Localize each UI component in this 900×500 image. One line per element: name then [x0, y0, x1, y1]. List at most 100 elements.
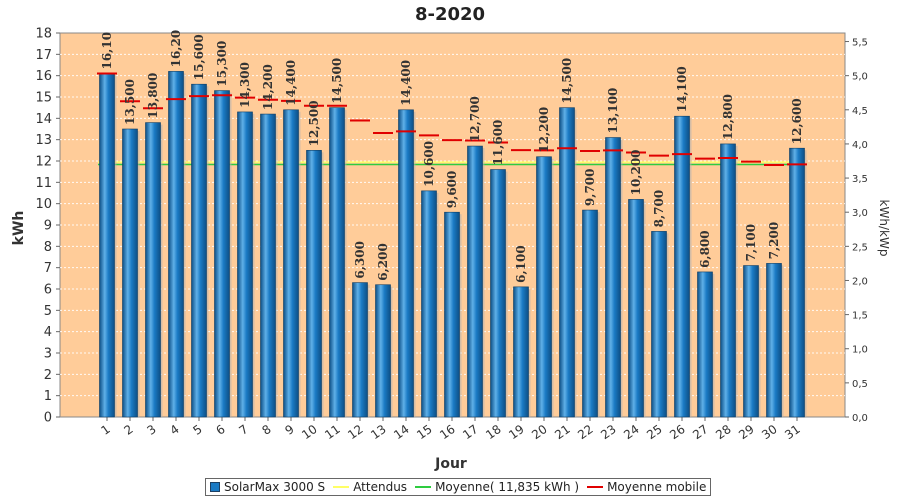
x-tick-label: 23 — [598, 422, 619, 442]
x-tick-label: 29 — [736, 422, 757, 442]
x-tick-label: 1 — [98, 422, 112, 438]
y-tick-label: 0 — [44, 411, 52, 426]
x-tick-label: 6 — [213, 422, 227, 438]
bar — [743, 265, 759, 418]
bar-data-label: 6,800 — [698, 230, 712, 268]
y-axis-label: kWh — [11, 211, 27, 246]
y-tick-label: 18 — [35, 27, 52, 42]
y-right-tick-label: 1,0 — [852, 345, 868, 356]
y-tick-label: 2 — [44, 368, 52, 383]
bar — [306, 150, 322, 418]
y-right-tick-label: 4,5 — [852, 106, 868, 117]
legend-item-attendus: Attendus — [333, 480, 407, 494]
bar — [766, 263, 782, 418]
bar — [145, 122, 161, 418]
bar — [628, 199, 644, 418]
bar — [651, 231, 667, 418]
x-tick-label: 30 — [759, 422, 780, 442]
x-tick-label: 18 — [483, 422, 504, 442]
legend-swatch-moyenne — [415, 486, 432, 488]
bar-data-label: 12,800 — [721, 94, 735, 140]
x-tick-label: 9 — [282, 422, 296, 438]
x-tick-label: 21 — [552, 422, 573, 442]
legend-label-attendus: Attendus — [353, 480, 408, 494]
bar — [490, 169, 506, 418]
bar-data-label: 12,600 — [790, 98, 804, 144]
x-tick-label: 20 — [529, 422, 550, 442]
bar — [329, 107, 345, 418]
legend-label-moyenne-mobile: Moyenne mobile — [607, 480, 707, 494]
y-right-tick-label: 2,5 — [852, 242, 868, 253]
y-tick-label: 1 — [44, 389, 52, 404]
y-axis-right-label: kWh/kWp — [877, 200, 891, 257]
x-tick-label: 3 — [144, 422, 158, 438]
legend-swatch-moyenne-mobile — [587, 486, 604, 488]
bar — [191, 83, 207, 418]
bar-data-label: 12,700 — [468, 96, 482, 142]
y-right-tick-label: 1,5 — [852, 311, 868, 322]
bar — [674, 115, 690, 418]
bar — [352, 282, 368, 418]
x-tick-label: 25 — [644, 422, 665, 442]
x-tick-label: 24 — [621, 422, 642, 442]
x-axis-label: Jour — [434, 456, 467, 472]
y-tick-label: 7 — [44, 261, 52, 276]
x-tick-label: 2 — [121, 422, 135, 438]
chart-legend: SolarMax 3000 S Attendus Moyenne( 11,835… — [205, 478, 712, 496]
legend-label-moyenne: Moyenne( 11,835 kWh ) — [435, 480, 580, 494]
y-right-tick-label: 5,5 — [852, 38, 868, 49]
bar — [536, 156, 552, 418]
x-tick-label: 22 — [575, 422, 596, 442]
y-tick-label: 8 — [44, 240, 52, 255]
y-tick-label: 5 — [44, 304, 52, 319]
bar-data-label: 9,700 — [583, 168, 597, 206]
bar — [421, 190, 437, 418]
y-tick-label: 11 — [35, 176, 52, 191]
x-tick-label: 28 — [713, 422, 734, 442]
x-tick-label: 16 — [437, 422, 458, 442]
bar-data-label: 14,300 — [238, 62, 252, 108]
x-tick-label: 10 — [299, 422, 320, 442]
bar — [237, 111, 253, 418]
y-tick-label: 4 — [44, 325, 52, 340]
x-tick-label: 15 — [414, 422, 435, 442]
bar — [467, 145, 483, 418]
bar — [720, 143, 736, 418]
y-right-tick-label: 0,5 — [852, 379, 868, 390]
legend-label-solarmax: SolarMax 3000 S — [224, 480, 326, 494]
bar — [398, 109, 414, 418]
chart-title: 8-2020 — [415, 4, 485, 25]
y-tick-label: 3 — [44, 347, 52, 362]
bar — [582, 209, 598, 418]
x-tick-label: 8 — [259, 422, 273, 438]
bar-data-label: 13,100 — [606, 88, 620, 134]
bar-data-label: 7,100 — [744, 224, 758, 262]
bar-data-label: 16,20 — [169, 30, 183, 68]
bar-data-label: 7,200 — [767, 222, 781, 260]
bar-data-label: 14,500 — [330, 58, 344, 104]
bar-data-label: 14,500 — [560, 58, 574, 104]
bar — [513, 286, 529, 418]
y-tick-label: 16 — [35, 69, 52, 84]
y-tick-label: 12 — [35, 155, 52, 170]
bar — [99, 73, 115, 418]
bar-data-label: 16,10 — [100, 32, 114, 70]
bar-data-label: 6,300 — [353, 241, 367, 279]
legend-swatch-attendus — [333, 486, 350, 488]
bar — [168, 71, 184, 418]
y-right-tick-label: 0,0 — [852, 413, 868, 424]
y-right-tick-label: 3,5 — [852, 174, 868, 185]
y-tick-label: 17 — [35, 48, 52, 63]
bar — [214, 90, 230, 418]
y-tick-label: 6 — [44, 283, 52, 298]
x-tick-label: 4 — [167, 422, 181, 438]
x-tick-label: 27 — [690, 422, 711, 442]
x-tick-label: 12 — [345, 422, 366, 442]
x-tick-label: 11 — [322, 422, 343, 442]
x-tick-label: 13 — [368, 422, 389, 442]
legend-item-solarmax: SolarMax 3000 S — [210, 480, 325, 494]
bar-data-label: 11,600 — [491, 120, 505, 166]
bar-data-label: 10,600 — [422, 141, 436, 187]
y-tick-label: 9 — [44, 219, 52, 234]
